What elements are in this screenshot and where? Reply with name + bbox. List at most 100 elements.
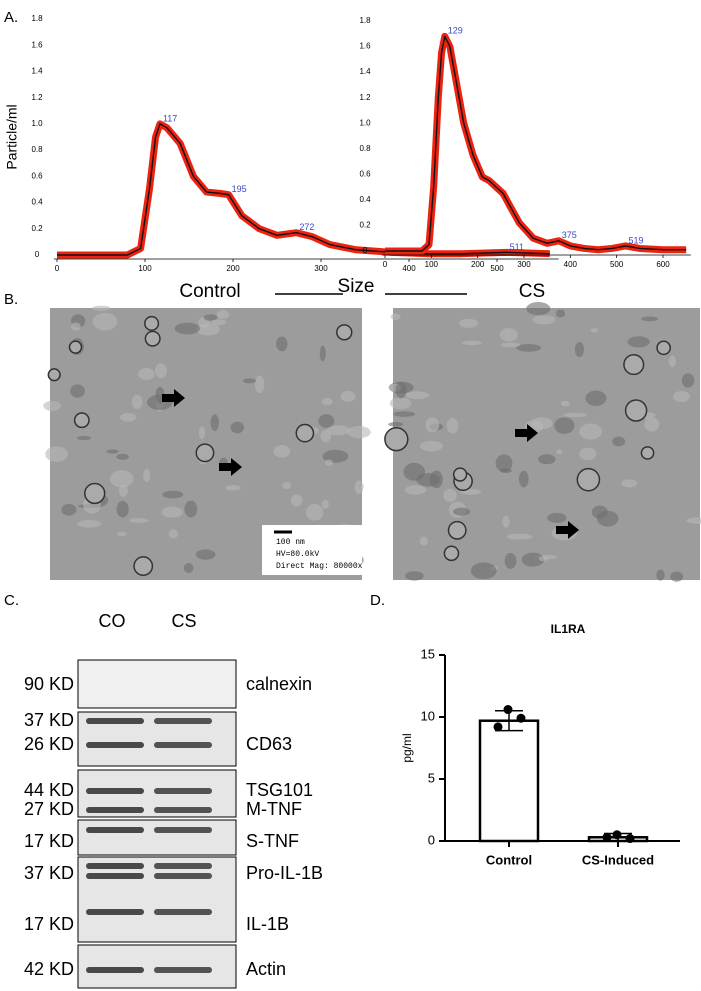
protein-label: M-TNF — [246, 799, 302, 819]
x-tick-label: 600 — [656, 260, 670, 269]
vesicle — [144, 330, 161, 347]
tem-texture — [198, 426, 206, 440]
band — [154, 788, 212, 794]
tem-texture — [502, 515, 510, 528]
band — [86, 967, 144, 973]
protein-label: calnexin — [246, 674, 312, 694]
tem-texture — [538, 454, 556, 465]
scale-text: 100 nm — [276, 538, 305, 547]
shared-x-label: Size — [338, 276, 375, 297]
protein-label: Actin — [246, 959, 286, 979]
tem-texture — [458, 318, 479, 328]
data-point — [516, 713, 526, 723]
data-point — [612, 830, 622, 840]
tem-texture — [393, 411, 416, 417]
vesicle — [656, 340, 672, 356]
tem-texture — [216, 310, 230, 320]
tem-texture — [452, 507, 471, 516]
protein-label: TSG101 — [246, 780, 313, 800]
band — [154, 967, 212, 973]
tem-texture — [504, 552, 517, 569]
peak-annotation: 129 — [448, 26, 463, 36]
tem-texture — [495, 454, 513, 473]
y-tick-label: 1.4 — [31, 67, 43, 76]
band — [154, 827, 212, 833]
tem-texture — [585, 390, 607, 406]
tem-texture — [670, 571, 684, 582]
kd-label: 37 KD — [24, 710, 74, 730]
x-tick-label: 400 — [402, 264, 416, 273]
panel-label: B. — [4, 291, 18, 308]
x-tick-label: CS-Induced — [582, 852, 654, 867]
tem-texture — [162, 490, 184, 499]
vesicle — [84, 482, 106, 505]
tem-texture — [388, 422, 404, 427]
protein-label: IL-1B — [246, 914, 289, 934]
caption: CS — [519, 281, 545, 302]
tem-texture — [416, 473, 441, 487]
tem-texture — [118, 484, 128, 497]
y-tick-label: 1.6 — [359, 42, 371, 51]
tem-texture — [560, 400, 570, 407]
tem-texture — [389, 397, 412, 410]
band — [86, 788, 144, 794]
tem-texture — [155, 363, 167, 379]
tem-texture — [184, 500, 198, 518]
y-tick-label: 0.6 — [359, 169, 371, 178]
tem-texture — [405, 391, 429, 400]
panel-label: A. — [4, 9, 18, 26]
peak-annotation: 375 — [562, 230, 577, 240]
y-tick-label: 0 — [35, 250, 40, 259]
tem-texture — [419, 536, 428, 546]
tem-texture — [131, 394, 143, 409]
vesicle — [336, 324, 353, 341]
tem-texture — [538, 556, 548, 562]
tem-texture — [556, 449, 563, 455]
y-tick-label: 1.6 — [31, 40, 43, 49]
tem-texture — [318, 414, 335, 428]
tem-texture — [117, 531, 127, 537]
y-tick-label: 1.4 — [359, 67, 371, 76]
x-tick-label: 200 — [471, 260, 485, 269]
x-tick-label: 300 — [314, 264, 328, 273]
tem-texture — [591, 505, 608, 519]
tem-texture — [138, 368, 155, 380]
lane-label: CO — [99, 611, 126, 631]
vesicle — [624, 399, 648, 422]
band — [154, 863, 212, 869]
tem-texture — [656, 569, 665, 581]
tem-texture — [116, 500, 129, 518]
tem-texture — [612, 436, 626, 447]
tem-texture — [686, 517, 701, 524]
arrow — [515, 424, 538, 442]
tem-texture — [404, 485, 427, 495]
tem-texture — [43, 400, 62, 411]
tem-texture — [420, 440, 443, 452]
y-tick-label: 1.8 — [359, 16, 371, 25]
tem-texture — [443, 488, 457, 502]
vesicle — [195, 443, 215, 463]
peak-annotation: 195 — [232, 184, 247, 194]
data-point — [493, 722, 503, 732]
tem-texture — [143, 469, 151, 482]
arrow — [162, 389, 185, 407]
tem-texture — [579, 447, 597, 461]
tem-texture — [425, 417, 440, 433]
tem-texture — [319, 345, 326, 362]
tem-texture — [242, 378, 257, 384]
tem-texture — [77, 519, 101, 528]
tem-texture — [526, 302, 551, 316]
vesicle — [68, 340, 83, 354]
arrow — [556, 521, 579, 539]
y-tick-label: 0 — [363, 246, 368, 255]
kd-label: 17 KD — [24, 914, 74, 934]
y-tick-label: 5 — [428, 770, 435, 785]
error-band — [385, 32, 687, 255]
tem-texture — [470, 562, 497, 580]
vesicle — [73, 412, 90, 429]
x-tick-label: 300 — [517, 260, 531, 269]
y-tick-label: 0 — [428, 832, 435, 847]
western-blot: CO CS 90 KD calnexin 37 KD 26 KD CD63 44 KD TSG1… — [24, 611, 323, 989]
data-point — [503, 705, 513, 715]
kd-label: 44 KD — [24, 780, 74, 800]
